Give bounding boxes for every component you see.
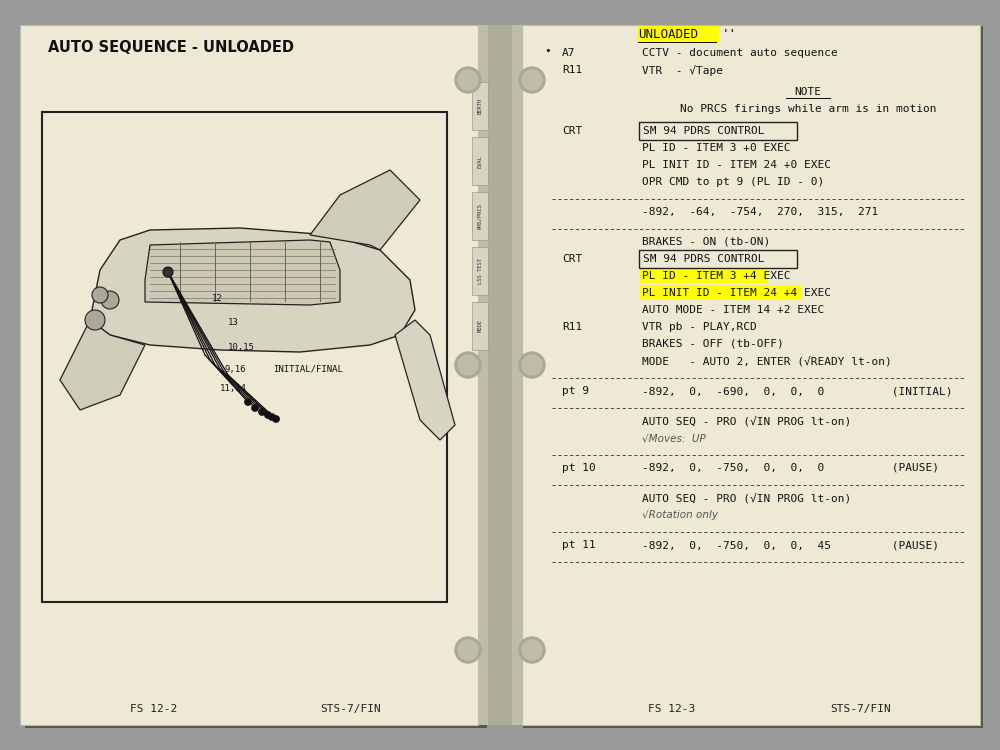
Circle shape	[458, 640, 478, 660]
Text: VTR  - √Tape: VTR - √Tape	[642, 64, 723, 76]
Circle shape	[455, 352, 481, 378]
Bar	[637, 26, 719, 43]
Circle shape	[264, 412, 272, 419]
Text: 13: 13	[228, 318, 239, 327]
Circle shape	[519, 67, 545, 93]
Text: CRT: CRT	[562, 126, 582, 136]
Circle shape	[458, 355, 478, 375]
Text: AUTO MODE - ITEM 14 +2 EXEC: AUTO MODE - ITEM 14 +2 EXEC	[642, 305, 824, 315]
Text: AUTO SEQUENCE - UNLOADED: AUTO SEQUENCE - UNLOADED	[48, 40, 294, 55]
Circle shape	[522, 70, 542, 90]
Bar	[488, 25, 512, 725]
Bar	[640, 268, 768, 283]
Bar	[20, 25, 478, 725]
Text: √Moves:  UP: √Moves: UP	[642, 433, 706, 443]
Bar	[640, 285, 802, 300]
Bar	[522, 25, 980, 725]
Circle shape	[272, 416, 280, 422]
Circle shape	[92, 287, 108, 303]
Bar	[42, 112, 447, 602]
Text: A7: A7	[562, 48, 576, 58]
Text: R11: R11	[562, 322, 582, 332]
Text: AUTO SEQ - PRO (√IN PROG lt-on): AUTO SEQ - PRO (√IN PROG lt-on)	[642, 416, 851, 426]
Text: PL INIT ID - ITEM 24 +0 EXEC: PL INIT ID - ITEM 24 +0 EXEC	[642, 160, 831, 170]
Text: √Rotation only: √Rotation only	[642, 510, 718, 520]
Text: STS-7/FIN: STS-7/FIN	[320, 704, 381, 714]
Bar	[472, 247, 488, 295]
Text: MODE   - AUTO 2, ENTER (√READY lt-on): MODE - AUTO 2, ENTER (√READY lt-on)	[642, 356, 892, 366]
Text: No PRCS firings while arm is in motion: No PRCS firings while arm is in motion	[680, 104, 936, 114]
Text: OPR CMD to pt 9 (PL ID - 0): OPR CMD to pt 9 (PL ID - 0)	[642, 177, 824, 187]
Circle shape	[458, 70, 478, 90]
Text: SM 94 PDRS CONTROL: SM 94 PDRS CONTROL	[643, 126, 765, 136]
Circle shape	[522, 355, 542, 375]
Circle shape	[268, 413, 276, 421]
Text: -892,  -64,  -754,  270,  315,  271: -892, -64, -754, 270, 315, 271	[642, 207, 878, 217]
Text: STS-7/FIN: STS-7/FIN	[830, 704, 891, 714]
Bar	[472, 137, 488, 185]
Text: PL ID - ITEM 3 +0 EXEC: PL ID - ITEM 3 +0 EXEC	[642, 143, 790, 153]
Text: 11,14: 11,14	[220, 384, 247, 393]
Text: VTR pb - PLAY,RCD: VTR pb - PLAY,RCD	[642, 322, 757, 332]
Circle shape	[519, 637, 545, 663]
Text: UNLOADED: UNLOADED	[638, 28, 698, 40]
Text: pt 11: pt 11	[562, 540, 596, 550]
Circle shape	[252, 404, 258, 412]
Text: NOTE: NOTE	[794, 87, 822, 97]
Text: EVAL: EVAL	[478, 154, 482, 167]
Circle shape	[455, 67, 481, 93]
Text: AUTO SEQ - PRO (√IN PROG lt-on): AUTO SEQ - PRO (√IN PROG lt-on)	[642, 493, 851, 503]
Circle shape	[258, 409, 266, 416]
Text: CRT: CRT	[562, 254, 582, 264]
Text: MODE: MODE	[478, 320, 482, 332]
Polygon shape	[90, 228, 415, 352]
Text: BERTH: BERTH	[478, 98, 482, 114]
Text: •: •	[544, 46, 551, 56]
Text: pt 9: pt 9	[562, 386, 589, 396]
Text: 10,15: 10,15	[228, 343, 255, 352]
Bar	[25, 26, 487, 728]
Text: 9,16: 9,16	[224, 364, 246, 374]
Polygon shape	[60, 320, 145, 410]
Text: PL INIT ID - ITEM 24 +4 EXEC: PL INIT ID - ITEM 24 +4 EXEC	[642, 288, 831, 298]
Polygon shape	[310, 170, 420, 250]
Text: -892,  0,  -750,  0,  0,  0          (PAUSE): -892, 0, -750, 0, 0, 0 (PAUSE)	[642, 463, 939, 473]
Text: CCTV - document auto sequence: CCTV - document auto sequence	[642, 48, 838, 58]
Circle shape	[163, 267, 173, 277]
Text: FS 12-3: FS 12-3	[648, 704, 695, 714]
Polygon shape	[395, 320, 455, 440]
Circle shape	[519, 352, 545, 378]
Circle shape	[101, 291, 119, 309]
Text: R11: R11	[562, 65, 582, 75]
Bar	[478, 25, 522, 725]
Text: RMS/PRCS: RMS/PRCS	[478, 203, 482, 229]
Text: -892,  0,  -690,  0,  0,  0          (INITIAL): -892, 0, -690, 0, 0, 0 (INITIAL)	[642, 386, 952, 396]
Circle shape	[455, 637, 481, 663]
Text: BRAKES - ON (tb-ON): BRAKES - ON (tb-ON)	[642, 237, 770, 247]
Text: '': ''	[722, 28, 737, 40]
Text: LSS TEST: LSS TEST	[478, 258, 482, 284]
Bar	[472, 192, 488, 240]
Circle shape	[522, 640, 542, 660]
Text: 12: 12	[212, 294, 223, 303]
Circle shape	[85, 310, 105, 330]
Text: FS 12-2: FS 12-2	[130, 704, 177, 714]
Text: -892,  0,  -750,  0,  0,  45         (PAUSE): -892, 0, -750, 0, 0, 45 (PAUSE)	[642, 540, 939, 550]
Text: BRAKES - OFF (tb-OFF): BRAKES - OFF (tb-OFF)	[642, 339, 784, 349]
Polygon shape	[145, 240, 340, 305]
Text: INITIAL/FINAL: INITIAL/FINAL	[273, 364, 343, 374]
Text: SM 94 PDRS CONTROL: SM 94 PDRS CONTROL	[643, 254, 765, 264]
Bar	[472, 82, 488, 130]
Bar	[472, 302, 488, 350]
Bar	[523, 26, 983, 728]
Text: PL ID - ITEM 3 +4 EXEC: PL ID - ITEM 3 +4 EXEC	[642, 271, 790, 281]
Circle shape	[244, 398, 252, 406]
Text: pt 10: pt 10	[562, 463, 596, 473]
